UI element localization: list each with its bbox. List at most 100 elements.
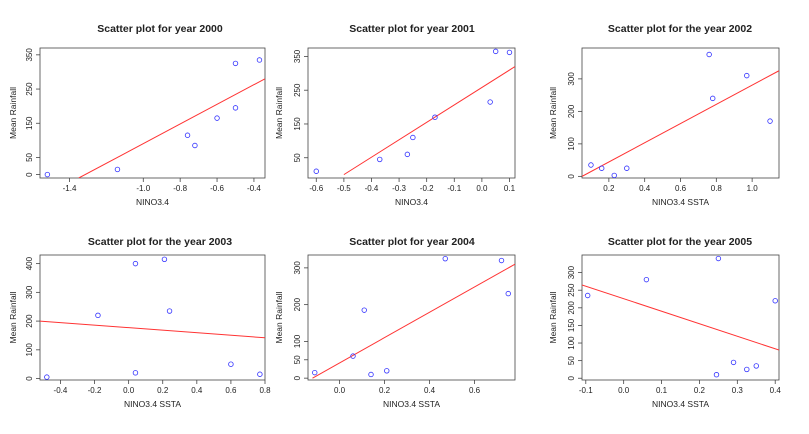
x-tick-label: 0.6 [469, 386, 481, 395]
y-tick-label: 0 [567, 174, 576, 179]
data-point [706, 51, 712, 58]
x-axis-label: NINO3.4 SSTA [652, 399, 709, 409]
y-tick-label: 300 [293, 261, 302, 275]
chart-panel-5: Scatter plot for year 2004 NINO3.4 SSTA Me… [274, 236, 516, 409]
plot-frame [307, 254, 516, 381]
x-tick-label: 0.4 [191, 386, 203, 395]
chart-title: Scatter plot for year 2001 [349, 23, 475, 35]
x-axis-label: NINO3.4 SSTA [652, 197, 709, 207]
chart-title: Scatter plot for the year 2003 [88, 236, 232, 248]
data-point [767, 118, 773, 124]
data-point [95, 312, 101, 319]
chart-panel-6: Scatter plot for the year 2005 NINO3.4 SS… [548, 236, 781, 409]
x-tick-label: -0.2 [420, 184, 434, 193]
data-point [487, 99, 493, 105]
y-axis-label: Mean Rainfall [274, 87, 284, 139]
x-tick-label: 0.0 [618, 386, 630, 395]
plot-frame [581, 254, 780, 381]
chart-panel-3: Scatter plot for the year 2002 NINO3.4 SS… [548, 23, 780, 207]
data-point [44, 171, 51, 178]
trend-line [40, 320, 265, 339]
data-point [384, 368, 390, 374]
data-point [584, 292, 591, 299]
x-tick-label: -0.4 [247, 184, 261, 193]
x-tick-label: 0.0 [123, 386, 135, 395]
data-point [772, 298, 778, 304]
trend-line [582, 70, 779, 177]
y-tick-label: 200 [567, 301, 576, 315]
x-tick-label: 0.2 [694, 386, 706, 395]
y-tick-label: 0 [25, 376, 34, 381]
x-tick-label: 0.6 [225, 386, 237, 395]
chart-title: Scatter plot for the year 2002 [608, 23, 752, 35]
data-point [588, 162, 594, 168]
data-point [44, 374, 50, 380]
x-tick-label: 0.8 [259, 386, 271, 395]
plot-frame [39, 254, 266, 381]
chart-title: Scatter plot for year 2004 [349, 236, 475, 248]
x-tick-label: 0.2 [379, 386, 391, 395]
plot-frame [581, 47, 780, 179]
y-axis-label: Mean Rainfall [548, 291, 558, 343]
y-tick-label: 250 [25, 82, 34, 96]
y-axis-label: Mean Rainfall [8, 87, 18, 139]
y-tick-label: 0 [25, 172, 34, 177]
x-tick-label: -0.6 [309, 184, 323, 193]
data-point [710, 95, 716, 102]
data-point [350, 353, 356, 359]
x-tick-label: 1.0 [747, 184, 759, 193]
trend-line [78, 78, 265, 178]
x-tick-label: 0.1 [504, 184, 516, 193]
y-tick-label: 350 [25, 48, 34, 62]
data-point [599, 165, 605, 171]
data-point [410, 134, 416, 141]
x-tick-label: -0.5 [337, 184, 351, 193]
y-axis-label: Mean Rainfall [8, 291, 18, 343]
data-point [753, 363, 759, 369]
x-tick-label: -0.4 [365, 184, 379, 193]
y-tick-label: 200 [567, 104, 576, 118]
trend-line [582, 284, 779, 351]
x-tick-label: -1.0 [136, 184, 150, 193]
trend-line [343, 66, 515, 176]
data-point [192, 142, 198, 149]
data-point [361, 307, 367, 313]
x-tick-label: 0.8 [711, 184, 723, 193]
x-tick-label: -0.1 [579, 386, 593, 395]
chart-panel-1: Scatter plot for year 2000 NINO3.4 Mean Ra… [8, 23, 266, 207]
plot-frame [307, 47, 516, 179]
y-tick-label: 100 [293, 334, 302, 348]
data-point [132, 260, 139, 267]
data-point [214, 115, 220, 121]
x-tick-label: 0.4 [639, 184, 651, 193]
x-tick-label: -0.8 [173, 184, 187, 193]
y-tick-label: 50 [293, 355, 302, 364]
data-point [624, 165, 630, 171]
y-tick-label: 300 [25, 285, 34, 299]
y-tick-label: 50 [567, 356, 576, 365]
x-tick-label: 0.0 [476, 184, 488, 193]
data-point [256, 57, 263, 63]
y-tick-label: 150 [567, 318, 576, 332]
y-tick-label: 300 [567, 265, 576, 279]
x-axis-label: NINO3.4 [136, 197, 169, 207]
data-point [492, 48, 499, 55]
y-tick-label: 50 [293, 153, 302, 162]
data-point [228, 361, 234, 367]
trend-line [312, 263, 515, 379]
y-tick-label: 200 [293, 297, 302, 311]
y-tick-label: 250 [567, 283, 576, 297]
data-point [161, 256, 168, 263]
y-axis-label: Mean Rainfall [274, 291, 284, 343]
data-point [498, 257, 505, 264]
x-tick-label: 0.6 [675, 184, 687, 193]
data-point [377, 156, 383, 163]
y-tick-label: 350 [293, 49, 302, 63]
x-tick-label: -0.4 [54, 386, 68, 395]
data-point [232, 105, 239, 111]
data-point [744, 366, 750, 373]
data-point [713, 372, 720, 378]
chart-title: Scatter plot for year 2000 [97, 23, 223, 35]
data-point [506, 49, 513, 56]
y-tick-label: 50 [25, 152, 34, 161]
